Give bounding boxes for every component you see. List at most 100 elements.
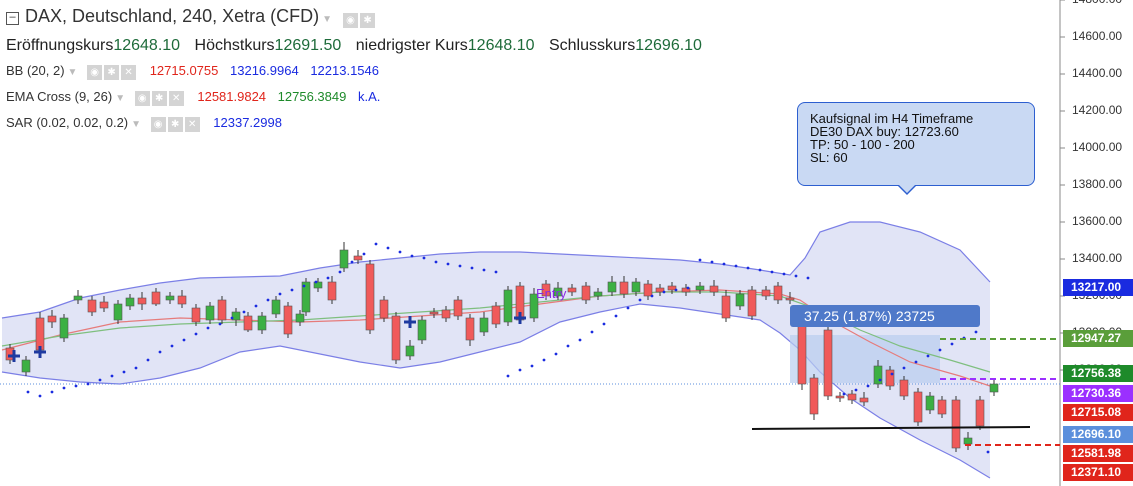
sar-dot	[734, 264, 738, 268]
ema-name[interactable]: EMA Cross (9, 26)	[6, 89, 113, 104]
ema-fast-value: 12581.9824	[197, 89, 267, 104]
eye-icon[interactable]: ◉	[343, 12, 359, 28]
sar-dot	[38, 394, 42, 398]
candle-body	[619, 281, 629, 295]
high-value: 12691.50	[274, 37, 342, 54]
sar-dot	[242, 310, 246, 314]
candle-body	[295, 313, 305, 323]
candle-body	[593, 291, 603, 297]
bb-indicator-row[interactable]: BB (20, 2) ▼ ◉ ✱ ✕ 12715.0755 13216.9964 12…	[6, 63, 379, 81]
sar-dot	[758, 268, 762, 272]
price-tag: 12581.98	[1063, 445, 1133, 462]
price-tag: 12756.38	[1063, 365, 1133, 382]
gear-icon[interactable]: ✱	[151, 91, 167, 107]
candle-body	[313, 281, 323, 289]
sar-dot	[662, 290, 666, 294]
sar-dot	[506, 374, 510, 378]
ema-indicator-row[interactable]: EMA Cross (9, 26) ▼ ◉ ✱ ✕ 12581.9824 12756.…	[6, 89, 380, 107]
candle-body	[721, 295, 731, 319]
collapse-icon[interactable]: –	[6, 12, 19, 25]
candle-body	[379, 299, 389, 319]
sar-dot	[422, 256, 426, 260]
bb-name[interactable]: BB (20, 2)	[6, 63, 65, 78]
candle-body	[73, 295, 83, 301]
sar-dot	[86, 382, 90, 386]
candle-body	[655, 287, 665, 293]
candle-body	[925, 395, 935, 411]
sar-dot	[722, 262, 726, 266]
sar-dot	[710, 260, 714, 264]
sar-dot	[770, 270, 774, 274]
sar-dot	[926, 354, 930, 358]
chevron-down-icon[interactable]: ▼	[67, 67, 78, 78]
sar-dot	[866, 384, 870, 388]
candle-body	[735, 293, 745, 307]
sar-dot	[602, 322, 606, 326]
candle-body	[761, 289, 771, 297]
sar-dot	[878, 378, 882, 382]
price-tag: 12947.27	[1063, 330, 1133, 347]
close-icon[interactable]: ✕	[121, 65, 137, 81]
sar-dot	[362, 252, 366, 256]
sar-dot	[374, 242, 378, 246]
price-range-measure-label[interactable]: 37.25 (1.87%) 23725	[790, 305, 980, 327]
candle-body	[191, 307, 201, 323]
candle-body	[417, 319, 427, 341]
sar-dot	[578, 338, 582, 342]
sar-indicator-row[interactable]: SAR (0.02, 0.02, 0.2) ▼ ◉ ✱ ✕ 12337.2998	[6, 115, 282, 133]
sar-dot	[62, 386, 66, 390]
sar-dot	[470, 266, 474, 270]
candle-body	[529, 293, 539, 319]
sar-dot	[110, 374, 114, 378]
candle-body	[797, 319, 807, 385]
sar-dot	[686, 286, 690, 290]
signal-callout[interactable]: Kaufsignal im H4 Timeframe DE30 DAX buy:…	[797, 102, 1035, 186]
chevron-down-icon[interactable]: ▼	[115, 93, 126, 104]
low-value: 12648.10	[467, 37, 535, 54]
sar-dot	[410, 254, 414, 258]
eye-icon[interactable]: ◉	[150, 117, 166, 133]
sar-dot	[134, 366, 138, 370]
sar-dot	[638, 298, 642, 302]
eye-icon[interactable]: ◉	[87, 65, 103, 81]
bb-basis-value: 12715.0755	[149, 63, 219, 78]
candle-body	[809, 377, 819, 415]
sar-dot	[218, 322, 222, 326]
sar-name[interactable]: SAR (0.02, 0.02, 0.2)	[6, 115, 129, 130]
sar-dot	[122, 370, 126, 374]
candle-body	[951, 399, 961, 449]
open-value: 12648.10	[113, 37, 181, 54]
bollinger-band-fill	[2, 222, 990, 478]
candle-body	[773, 285, 783, 301]
chevron-down-icon[interactable]: ▼	[322, 14, 333, 25]
symbol-title[interactable]: DAX, Deutschland, 240, Xetra (CFD)	[25, 6, 320, 26]
entry-label[interactable]: Entry	[536, 286, 567, 301]
gear-icon[interactable]: ✱	[360, 12, 376, 28]
candle-body	[859, 397, 869, 403]
close-label: Schlusskurs	[548, 37, 636, 54]
sar-dot	[182, 338, 186, 342]
candle-body	[899, 379, 909, 397]
gear-icon[interactable]: ✱	[104, 65, 120, 81]
sar-dot	[254, 304, 258, 308]
candle-body	[99, 301, 109, 309]
candle-body	[405, 345, 415, 357]
candle-body	[271, 299, 281, 315]
candle-body	[441, 309, 451, 319]
eye-icon[interactable]: ◉	[134, 91, 150, 107]
symbol-title-row: – DAX, Deutschland, 240, Xetra (CFD) ▼ ◉ ✱	[6, 6, 377, 28]
candle-body	[151, 291, 161, 305]
sar-dot	[890, 372, 894, 376]
chevron-down-icon[interactable]: ▼	[131, 119, 142, 130]
bollinger-lower-line	[1, 303, 991, 479]
candle-body	[429, 311, 439, 315]
ema-slow-value: 12756.3849	[277, 89, 347, 104]
close-icon[interactable]: ✕	[168, 91, 184, 107]
gear-icon[interactable]: ✱	[167, 117, 183, 133]
sar-dot	[158, 350, 162, 354]
sar-dot	[290, 288, 294, 292]
close-icon[interactable]: ✕	[184, 117, 200, 133]
sar-dot	[26, 390, 30, 394]
sar-dot	[650, 294, 654, 298]
